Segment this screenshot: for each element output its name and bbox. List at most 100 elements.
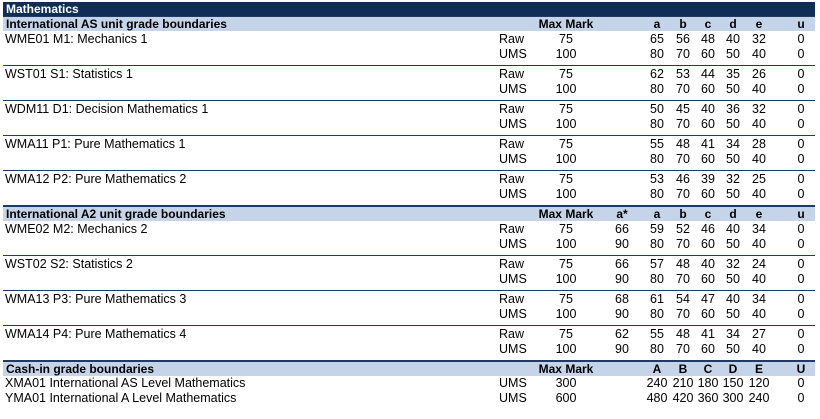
grade-header: d xyxy=(729,17,737,31)
max-mark: 100 xyxy=(555,342,577,356)
grade-value: 45 xyxy=(676,102,690,116)
grade-value: 59 xyxy=(650,222,664,236)
grade-value: 60 xyxy=(701,272,715,286)
grade-value: 180 xyxy=(697,376,719,390)
grade-value: 0 xyxy=(797,376,805,390)
unit-name: WME01 M1: Mechanics 1 xyxy=(5,32,148,46)
grade-header: U xyxy=(796,362,806,376)
raw-label: Raw xyxy=(499,222,525,236)
grade-value: 36 xyxy=(726,102,740,116)
grade-header: C xyxy=(703,362,713,376)
grade-value: 40 xyxy=(701,102,715,116)
grade-value: 70 xyxy=(676,187,690,201)
as-units: WME01 M1: Mechanics 1 Raw 75 65 56 48 40 32 0 UMS… xyxy=(3,31,815,206)
grade-value: 50 xyxy=(726,47,740,61)
grade-value: 35 xyxy=(726,67,740,81)
grade-value: 50 xyxy=(726,307,740,321)
grade-value: 120 xyxy=(748,376,770,390)
raw-label: Raw xyxy=(499,327,525,341)
max-mark: 75 xyxy=(559,222,573,236)
grade-header: B xyxy=(678,362,688,376)
grade-header: e xyxy=(755,207,763,221)
cash-in-rows: XMA01 International AS Level Mathematics… xyxy=(3,376,815,406)
unit-group: WMA11 P1: Pure Mathematics 1 Raw 75 55 48 41 3… xyxy=(3,136,815,171)
grade-value: 0 xyxy=(797,187,805,201)
grade-value: 0 xyxy=(797,82,805,96)
grade-value: 40 xyxy=(752,82,766,96)
raw-label: Raw xyxy=(499,292,525,306)
max-mark: 75 xyxy=(559,32,573,46)
grade-value: 240 xyxy=(646,376,668,390)
grade-value: 40 xyxy=(752,187,766,201)
raw-label: Raw xyxy=(499,257,525,271)
grade-value: 300 xyxy=(722,391,744,405)
grade-header: b xyxy=(679,207,687,221)
grade-value: 70 xyxy=(676,237,690,251)
ums-label: UMS xyxy=(499,82,527,96)
grade-value: 32 xyxy=(752,32,766,46)
grade-value: 32 xyxy=(752,102,766,116)
unit-name: WME02 M2: Mechanics 2 xyxy=(5,222,148,236)
grade-value: 70 xyxy=(676,272,690,286)
unit-name: WMA12 P2: Pure Mathematics 2 xyxy=(5,172,187,186)
max-mark: 100 xyxy=(555,47,577,61)
grade-value: 80 xyxy=(650,187,664,201)
grade-value: 48 xyxy=(676,137,690,151)
grade-value: 480 xyxy=(646,391,668,405)
grade-value: 25 xyxy=(752,172,766,186)
max-mark: 100 xyxy=(555,117,577,131)
unit-name: WMA13 P3: Pure Mathematics 3 xyxy=(5,292,187,306)
grade-header: e xyxy=(755,17,763,31)
grade-value: 48 xyxy=(701,32,715,46)
raw-row: WMA14 P4: Pure Mathematics 4 Raw 75 62 55 48 4… xyxy=(3,326,815,342)
grade-value: 40 xyxy=(701,257,715,271)
max-mark: 75 xyxy=(559,257,573,271)
unit-group: WME01 M1: Mechanics 1 Raw 75 65 56 48 40 32 0 UMS… xyxy=(3,31,815,66)
grade-value: 60 xyxy=(701,117,715,131)
grade-value: 48 xyxy=(676,327,690,341)
grade-value: 70 xyxy=(676,82,690,96)
ums-label: UMS xyxy=(499,47,527,61)
raw-row: WST02 S2: Statistics 2 Raw 75 66 57 48 40 32 24 0 xyxy=(3,256,815,272)
grade-value: 32 xyxy=(726,257,740,271)
ums-label: UMS xyxy=(499,152,527,166)
grade-value: 27 xyxy=(752,327,766,341)
ums-label: UMS xyxy=(499,307,527,321)
raw-row: WME02 M2: Mechanics 2 Raw 75 66 59 52 46 40 34 0 xyxy=(3,221,815,237)
grade-value: 50 xyxy=(726,187,740,201)
raw-label: Raw xyxy=(499,172,525,186)
grade-value: 50 xyxy=(726,117,740,131)
grade-value: 80 xyxy=(650,82,664,96)
raw-label: Raw xyxy=(499,67,525,81)
grade-value: 60 xyxy=(701,187,715,201)
grade-header: c xyxy=(704,17,712,31)
raw-row: WMA11 P1: Pure Mathematics 1 Raw 75 55 48 41 3… xyxy=(3,136,815,152)
grade-value: 90 xyxy=(615,307,629,321)
grade-value: 80 xyxy=(650,307,664,321)
grade-value: 0 xyxy=(797,292,805,306)
unit-name: WST01 S1: Statistics 1 xyxy=(5,67,133,81)
grade-value: 0 xyxy=(797,237,805,251)
grade-value: 41 xyxy=(701,327,715,341)
grade-value: 80 xyxy=(650,47,664,61)
grade-value: 66 xyxy=(615,257,629,271)
max-mark: 75 xyxy=(559,292,573,306)
grade-value: 60 xyxy=(701,237,715,251)
grade-value: 50 xyxy=(650,102,664,116)
raw-row: WMA13 P3: Pure Mathematics 3 Raw 75 68 61 54 4… xyxy=(3,291,815,307)
grade-boundaries-page: Mathematics International AS unit grade … xyxy=(3,2,815,406)
ums-row: UMS 100 90 80 70 60 50 40 0 xyxy=(3,272,815,287)
ums-row: UMS 100 80 70 60 50 40 0 xyxy=(3,82,815,97)
grade-value: 0 xyxy=(797,32,805,46)
raw-row: WDM11 D1: Decision Mathematics 1 Raw 75 50 4… xyxy=(3,101,815,117)
unit-name: WST02 S2: Statistics 2 xyxy=(5,257,133,271)
grade-header: a xyxy=(653,17,661,31)
a2-section-header: International A2 unit grade boundaries M… xyxy=(3,206,815,221)
grade-value: 40 xyxy=(726,292,740,306)
grade-value: 66 xyxy=(615,222,629,236)
ums-row: UMS 100 80 70 60 50 40 0 xyxy=(3,152,815,167)
max-mark: 75 xyxy=(559,102,573,116)
unit-group: WST01 S1: Statistics 1 Raw 75 62 53 44 35 26 0 UM… xyxy=(3,66,815,101)
grade-value: 420 xyxy=(672,391,694,405)
grade-value: 40 xyxy=(726,32,740,46)
